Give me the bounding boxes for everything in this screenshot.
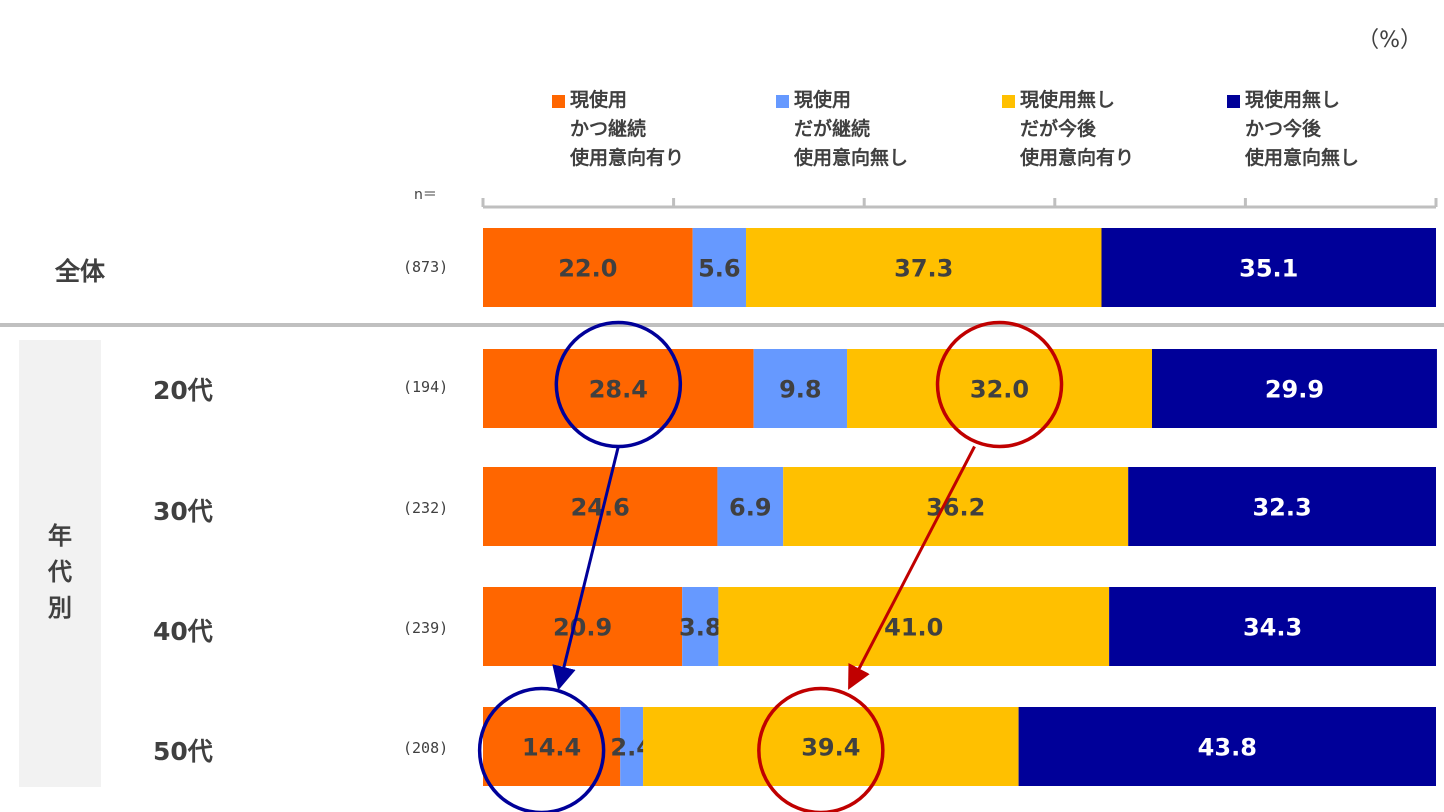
data-label: 32.3	[1252, 494, 1311, 522]
data-label: 20.9	[553, 614, 612, 642]
age-group-char: 年	[48, 522, 72, 550]
legend-swatch-yellow	[1002, 95, 1015, 108]
legend-swatch-orange	[552, 95, 565, 108]
data-label: 22.0	[558, 255, 617, 283]
legend-text: 現使用	[570, 89, 628, 111]
n-header: n＝	[414, 187, 437, 203]
data-label: 35.1	[1239, 255, 1298, 283]
section-divider	[0, 323, 1444, 327]
row-label-total: 全体	[55, 257, 106, 286]
bar-segment	[1101, 228, 1436, 307]
highlight-circle	[935, 320, 1064, 449]
data-label: 32.0	[970, 376, 1029, 404]
age-group-label: 年 代 別	[19, 518, 101, 626]
legend-text: 現使用無し	[1245, 89, 1341, 111]
legend-text: だが今後	[1020, 118, 1097, 140]
bar-segment	[483, 349, 754, 428]
legend-text: かつ継続	[570, 118, 647, 140]
data-label: 34.3	[1243, 614, 1302, 642]
age-group-char: 代	[48, 558, 72, 586]
highlight-circle	[757, 686, 885, 812]
n-value-50s: (208)	[403, 739, 449, 757]
data-label: 36.2	[926, 494, 985, 522]
legend-text: 使用意向無し	[1245, 147, 1360, 169]
bar-segment	[746, 228, 1102, 307]
legend-item-future-use: 現使用無し だが今後 使用意向有り	[1002, 86, 1135, 173]
bar-segment	[643, 707, 1019, 786]
legend-item-no-use: 現使用無し かつ今後 使用意向無し	[1227, 86, 1360, 173]
data-label: 28.4	[589, 376, 648, 404]
legend-text: 使用意向無し	[794, 147, 909, 169]
data-label: 43.8	[1198, 734, 1257, 762]
bar-segment	[682, 587, 719, 666]
n-value-40s: (239)	[403, 619, 449, 637]
bar-segment	[753, 349, 848, 428]
bar-segment	[483, 587, 683, 666]
bar-segment	[717, 467, 784, 546]
row-label-50s: 50代	[153, 737, 213, 766]
data-label: 6.9	[729, 494, 772, 522]
legend-text: 現使用	[794, 89, 852, 111]
age-group-panel: 年 代 別	[19, 340, 101, 787]
age-group-char: 別	[48, 594, 72, 622]
legend-item-stop-use: 現使用 だが継続 使用意向無し	[776, 86, 909, 173]
n-value-30s: (232)	[403, 499, 449, 517]
legend-text: だが継続	[794, 118, 871, 140]
row-label-20s: 20代	[153, 376, 213, 405]
bar-segment	[718, 587, 1110, 666]
bar-segment	[847, 349, 1153, 428]
trend-arrow	[848, 445, 976, 690]
data-label: 5.6	[698, 255, 741, 283]
highlight-circle	[477, 686, 606, 812]
legend-item-continue-use: 現使用 かつ継続 使用意向有り	[552, 86, 685, 173]
legend-text: 使用意向有り	[1020, 147, 1135, 169]
bar-segment	[1109, 587, 1436, 666]
data-label: 41.0	[884, 614, 943, 642]
row-label-40s: 40代	[153, 617, 213, 646]
bar-segment	[620, 707, 644, 786]
bar-segment	[483, 467, 718, 546]
legend-swatch-navy	[1227, 95, 1240, 108]
row-label-30s: 30代	[153, 497, 213, 526]
legend-text: 現使用無し	[1020, 89, 1116, 111]
legend-swatch-blue	[776, 95, 789, 108]
data-label: 39.4	[801, 734, 860, 762]
bar-segment	[1128, 467, 1436, 546]
trend-arrow	[552, 446, 620, 691]
data-label: 29.9	[1265, 376, 1324, 404]
bar-segment	[483, 228, 693, 307]
bar-segment	[692, 228, 747, 307]
unit-label: （%）	[1357, 28, 1422, 53]
n-value-total: (873)	[403, 258, 449, 276]
legend-text: かつ今後	[1245, 118, 1322, 140]
data-label: 9.8	[779, 376, 822, 404]
data-label: 3.8	[679, 614, 722, 642]
bar-segment	[1152, 349, 1437, 428]
bar-segment	[1018, 707, 1436, 786]
data-label: 14.4	[522, 734, 581, 762]
n-value-20s: (194)	[403, 378, 449, 396]
data-label: 37.3	[894, 255, 953, 283]
legend-text: 使用意向有り	[570, 147, 685, 169]
